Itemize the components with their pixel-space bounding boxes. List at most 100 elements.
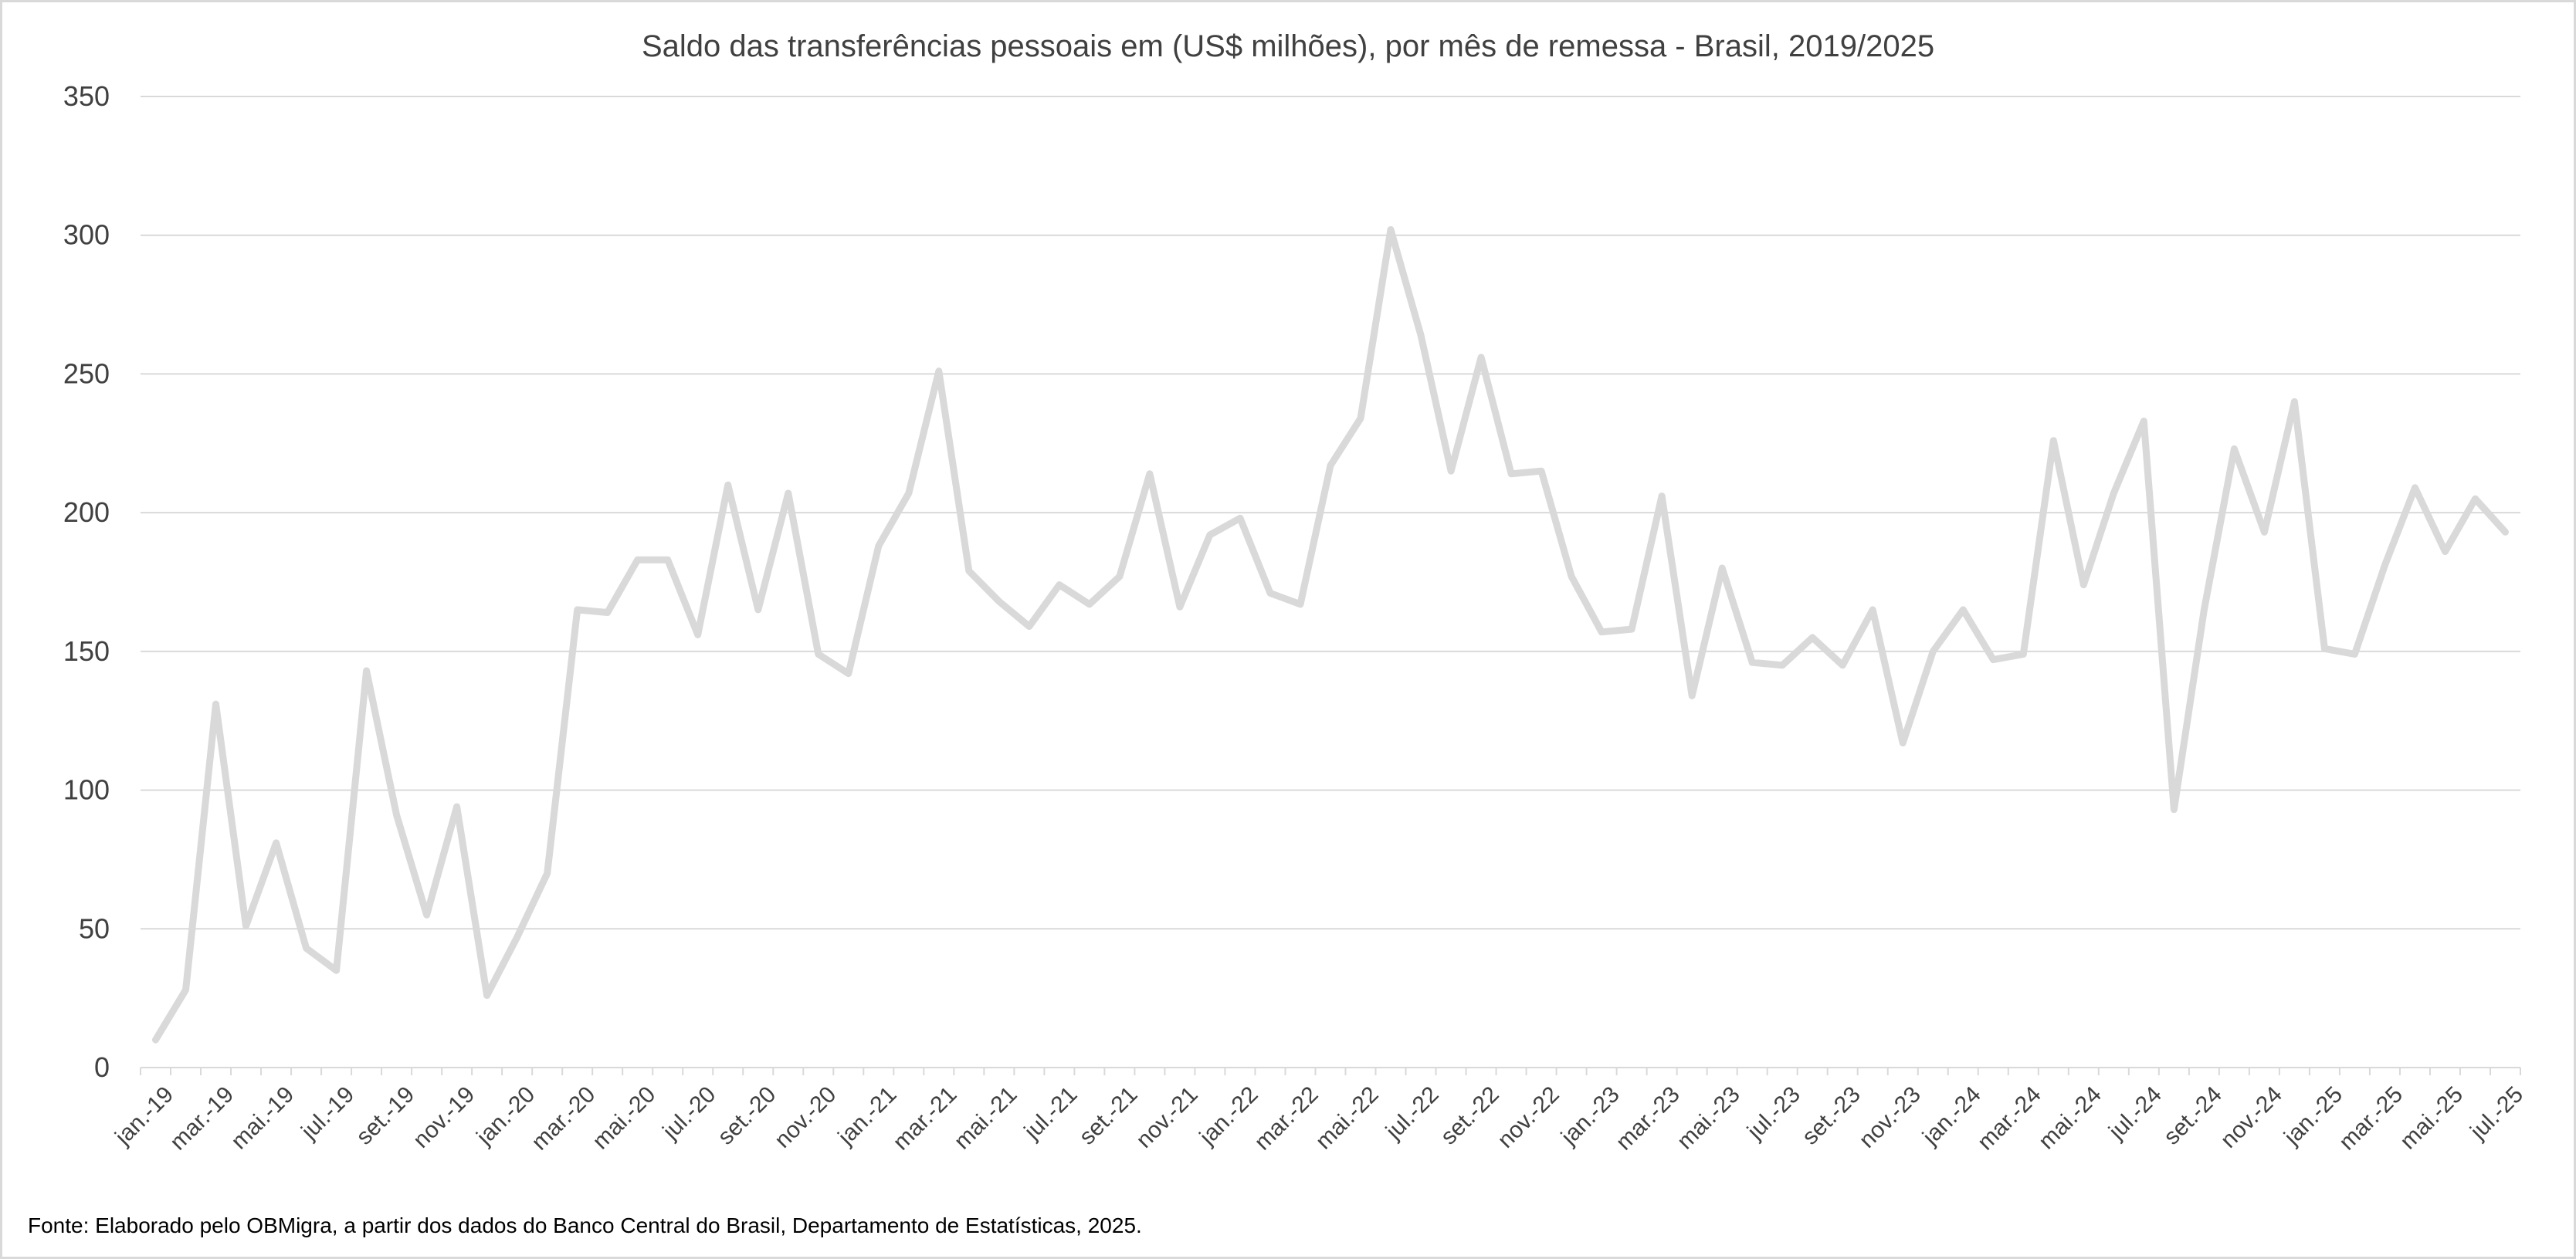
x-tick-label: mar.-25 — [2334, 1081, 2408, 1155]
data-point — [937, 369, 941, 373]
data-point — [1147, 472, 1151, 476]
data-point — [846, 672, 850, 675]
x-tick-label: jul.-22 — [1381, 1081, 1444, 1145]
data-point — [816, 652, 820, 656]
data-point — [1720, 567, 1724, 570]
data-point — [2202, 608, 2206, 611]
x-tick-label: set.-21 — [1074, 1081, 1142, 1149]
data-point — [2082, 583, 2086, 587]
data-point — [2473, 497, 2477, 501]
x-tick-label: set.-20 — [713, 1081, 781, 1149]
x-tick-label: mai.-21 — [949, 1081, 1022, 1154]
data-point — [1238, 516, 1242, 520]
data-point — [2443, 550, 2447, 553]
y-tick-label: 150 — [63, 635, 110, 667]
data-point — [2323, 647, 2327, 651]
data-point — [967, 569, 971, 573]
y-tick-label: 200 — [63, 496, 110, 528]
x-tick-label: nov.-21 — [1131, 1081, 1203, 1153]
x-axis-ticks: jan.-19mar.-19mai.-19jul.-19set.-19nov.-… — [110, 1081, 2528, 1155]
data-point — [2262, 530, 2266, 534]
source-footnote: Fonte: Elaborado pelo OBMigra, a partir … — [28, 1213, 1142, 1237]
y-tick-label: 100 — [63, 774, 110, 806]
gridlines — [140, 96, 2521, 1075]
data-point — [1991, 658, 1995, 662]
x-tick-label: nov.-20 — [770, 1081, 842, 1153]
data-point — [1751, 661, 1754, 665]
data-point — [2052, 438, 2056, 442]
data-point — [1630, 628, 1634, 631]
data-point — [334, 969, 338, 973]
data-point — [515, 936, 519, 939]
data-point — [1389, 228, 1393, 232]
data-point — [545, 871, 549, 875]
data-point — [2142, 419, 2146, 423]
data-point — [1027, 624, 1031, 628]
y-tick-label: 250 — [63, 357, 110, 389]
data-point — [997, 600, 1001, 604]
data-point — [1510, 472, 1513, 476]
data-point — [1268, 591, 1272, 595]
x-tick-label: jul.-25 — [2465, 1081, 2528, 1145]
data-point — [154, 1038, 158, 1042]
series-layer — [152, 226, 2509, 1044]
y-tick-label: 0 — [94, 1051, 110, 1083]
data-point — [1811, 635, 1815, 639]
data-point — [1570, 574, 1574, 578]
x-tick-label: jul.-19 — [296, 1081, 359, 1145]
data-point — [485, 993, 489, 997]
data-point — [666, 558, 669, 562]
data-point — [1087, 602, 1091, 606]
y-tick-label: 350 — [63, 80, 110, 112]
data-point — [1419, 333, 1423, 337]
data-point — [395, 813, 398, 817]
data-point — [1871, 608, 1875, 611]
x-tick-label: mai.-24 — [2034, 1081, 2107, 1154]
data-point — [1208, 533, 1212, 536]
data-point — [876, 544, 880, 548]
x-tick-label: set.-23 — [1798, 1081, 1866, 1149]
data-point — [1660, 494, 1664, 498]
x-tick-label: nov.-24 — [2216, 1081, 2288, 1153]
x-tick-label: mar.-24 — [1973, 1081, 2046, 1155]
x-tick-label: nov.-23 — [1854, 1081, 1926, 1153]
data-point — [1901, 741, 1905, 745]
data-point — [636, 558, 639, 562]
data-point — [214, 702, 218, 706]
x-tick-label: jul.-21 — [1019, 1081, 1083, 1145]
x-tick-label: mai.-20 — [588, 1081, 660, 1154]
x-tick-label: mai.-23 — [1673, 1081, 1745, 1154]
data-point — [2172, 807, 2176, 811]
x-tick-label: mar.-20 — [527, 1081, 600, 1155]
data-point — [1359, 416, 1363, 420]
x-tick-label: set.-19 — [351, 1081, 419, 1149]
data-point — [364, 669, 368, 673]
data-point — [425, 913, 429, 917]
x-tick-label: mai.-22 — [1311, 1081, 1384, 1154]
data-point — [2022, 652, 2025, 656]
data-point — [244, 924, 248, 928]
data-point — [1298, 602, 1302, 606]
series-line-0 — [152, 226, 2509, 1044]
x-tick-label: set.-24 — [2159, 1081, 2227, 1149]
data-point — [2503, 530, 2507, 534]
data-point — [2413, 486, 2417, 489]
data-point — [2383, 564, 2387, 567]
data-point — [907, 491, 910, 495]
data-point — [1057, 583, 1061, 587]
y-tick-label: 300 — [63, 219, 110, 251]
data-point — [605, 611, 609, 614]
x-tick-label: set.-22 — [1436, 1081, 1504, 1149]
data-point — [1117, 574, 1121, 578]
x-tick-label: mai.-19 — [226, 1081, 299, 1154]
data-point — [575, 608, 579, 611]
x-tick-label: jul.-20 — [658, 1081, 721, 1145]
data-point — [1178, 605, 1181, 609]
x-tick-label: nov.-19 — [408, 1081, 480, 1153]
data-point — [304, 946, 308, 950]
y-axis-ticks: 0 50 100 150 200 250 300 350 — [63, 80, 110, 1083]
x-tick-label: mar.-19 — [165, 1081, 239, 1155]
data-point — [1961, 608, 1965, 611]
